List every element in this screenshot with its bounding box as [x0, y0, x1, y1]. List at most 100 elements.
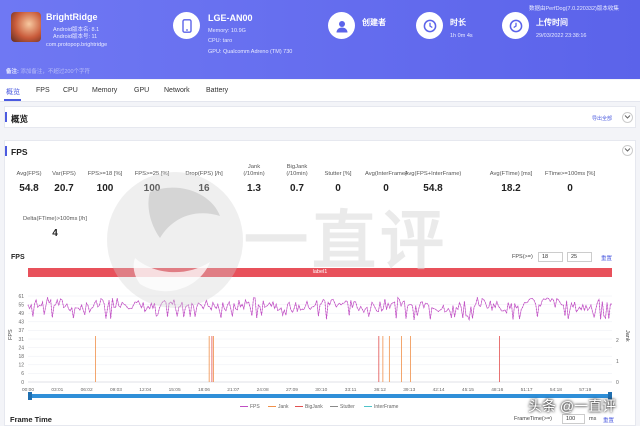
tab-overview[interactable]: 概览 — [6, 89, 20, 96]
metric-11: FTime>=100ms [%] 0 — [530, 171, 610, 194]
app-name: BrightRidge — [46, 12, 98, 22]
collapse-overview-button[interactable] — [622, 112, 633, 123]
metric-6: BigJank (/10min) 0.7 — [257, 164, 337, 194]
duration-value: 1h 0m 4s — [450, 33, 473, 39]
metric-8: Avg(InterFrame) 0 — [346, 171, 426, 194]
fps-threshold-1-input[interactable]: 18 — [538, 252, 563, 262]
y-tick-label: 6 — [21, 371, 24, 377]
x-tick-label: 45:15 — [462, 387, 474, 393]
note-field[interactable]: 备注: 添加备注，不超过200个字符 — [6, 67, 90, 75]
x-tick-label: 27:09 — [286, 387, 298, 393]
metric-value: 54.8 — [423, 183, 443, 194]
report-header: BrightRidge Android版本名: 8.1 Android版本号: … — [0, 0, 640, 79]
x-tick-label: 24:08 — [257, 387, 269, 393]
metric-9: Avg(FPS+InterFrame) 54.8 — [393, 171, 473, 194]
active-tab-indicator — [4, 99, 21, 101]
legend-interframe[interactable]: InterFrame — [364, 404, 398, 410]
watermark-text: 一直评 — [244, 205, 448, 277]
export-all-link[interactable]: 导出全部 — [592, 116, 613, 122]
device-memory: Memory: 10.9G — [208, 28, 246, 34]
upload-time-label: 上传时间 — [536, 18, 568, 27]
y-tick-label: 0 — [21, 380, 24, 386]
fps-threshold-2-input[interactable]: 25 — [567, 252, 592, 262]
x-tick-label: 39:13 — [403, 387, 415, 393]
metric-10: Avg(FTime) [ms] 18.2 — [471, 171, 551, 194]
metric-label: Avg(FPS+InterFrame) — [404, 171, 462, 177]
y-axis-label: FPS — [8, 329, 14, 340]
metric-value: 0 — [567, 183, 573, 194]
tab-gpu[interactable]: GPU — [134, 87, 150, 94]
x-tick-label: 03:01 — [51, 387, 63, 393]
legend-jank[interactable]: Jank — [268, 404, 289, 410]
tab-memory[interactable]: Memory — [92, 87, 118, 94]
ftime-reset-link[interactable]: 重置 — [603, 418, 615, 424]
metric-label: Jank (/10min) — [243, 164, 265, 177]
android-code: Android版本号: 11 — [53, 34, 98, 40]
x-tick-label: 54:18 — [550, 387, 562, 393]
metric-value: 54.8 — [19, 183, 39, 194]
tab-cpu[interactable]: CPU — [63, 87, 78, 94]
phone-icon — [173, 12, 200, 39]
chevron-down-icon — [624, 148, 631, 152]
metric-value: 20.7 — [54, 183, 74, 194]
fps-series-markers — [27, 296, 613, 322]
x-tick-label: 18:06 — [198, 387, 210, 393]
x-tick-label: 36:12 — [374, 387, 386, 393]
metric-0: Avg(FPS) 54.8 — [0, 171, 69, 194]
tab-network[interactable]: Network — [164, 87, 190, 94]
scrollbar-right-handle[interactable] — [608, 392, 612, 400]
metric-12: Delta(FTime)>100ms [/h] 4 — [15, 216, 95, 239]
fps-series-line — [27, 297, 613, 322]
timeline-scrollbar[interactable] — [28, 394, 612, 398]
metric-label: BigJank (/10min) — [286, 164, 308, 177]
legend-fps[interactable]: FPS — [240, 404, 260, 410]
x-tick-label: 57:19 — [579, 387, 591, 393]
label-bar[interactable]: label1 — [28, 268, 612, 277]
fps-panel: FPS — [4, 140, 636, 426]
metric-value: 18.2 — [501, 183, 521, 194]
creator-label: 创建者 — [362, 18, 386, 27]
tab-fps[interactable]: FPS — [36, 87, 50, 94]
fps-reset-link[interactable]: 重置 — [601, 256, 613, 262]
corner-watermark: 头条 @一直评 — [528, 398, 617, 414]
note-placeholder: 添加备注，不超过200个字符 — [20, 69, 91, 75]
metric-7: Stutter [%] 0 — [298, 171, 378, 194]
y-tick-label: 43 — [18, 320, 24, 326]
collapse-fps-button[interactable] — [622, 145, 633, 156]
upload-time-value: 29/03/2022 23:38:16 — [536, 33, 587, 39]
app-icon — [11, 12, 41, 42]
metric-label: Drop(FPS) [/h] — [185, 171, 223, 177]
y2-tick-label: 2 — [616, 338, 619, 344]
overview-panel: 概览 导出全部 — [4, 106, 636, 128]
duration-label: 时长 — [450, 18, 466, 27]
metric-5: Jank (/10min) 1.3 — [214, 164, 294, 194]
metric-value: 1.3 — [247, 183, 261, 194]
ftime-unit: ms — [589, 416, 597, 422]
user-icon — [328, 12, 355, 39]
y-tick-label: 18 — [18, 354, 24, 360]
note-label: 备注: — [6, 69, 19, 75]
y2-tick-label: 0 — [616, 380, 619, 386]
metric-value: 0 — [335, 183, 341, 194]
y-tick-label: 31 — [18, 337, 24, 343]
legend-bigjank[interactable]: BigJank — [295, 404, 323, 410]
device-cpu: CPU: taro — [208, 38, 233, 44]
ftime-threshold-input[interactable]: 100 — [562, 414, 585, 424]
tab-battery[interactable]: Battery — [206, 87, 229, 94]
scrollbar-left-handle[interactable] — [28, 392, 32, 400]
x-tick-label: 15:05 — [169, 387, 181, 393]
metric-label: FTime>=100ms [%] — [544, 171, 596, 177]
overview-title: 概览 — [11, 114, 29, 124]
x-tick-label: 09:03 — [110, 387, 122, 393]
metric-label: Avg(FTime) [ms] — [489, 171, 533, 177]
x-tick-label: 30:10 — [315, 387, 327, 393]
android-version: Android版本名: 8.1 — [53, 27, 100, 33]
legend-stutter[interactable]: Stutter — [330, 404, 355, 410]
fps-title: FPS — [11, 147, 28, 157]
y-tick-label: 24 — [18, 345, 24, 351]
x-tick-label: 00:00 — [22, 387, 34, 393]
clock-icon — [416, 12, 443, 39]
frame-time-title: Frame Time — [10, 415, 52, 424]
y2-tick-label: 1 — [616, 359, 619, 365]
